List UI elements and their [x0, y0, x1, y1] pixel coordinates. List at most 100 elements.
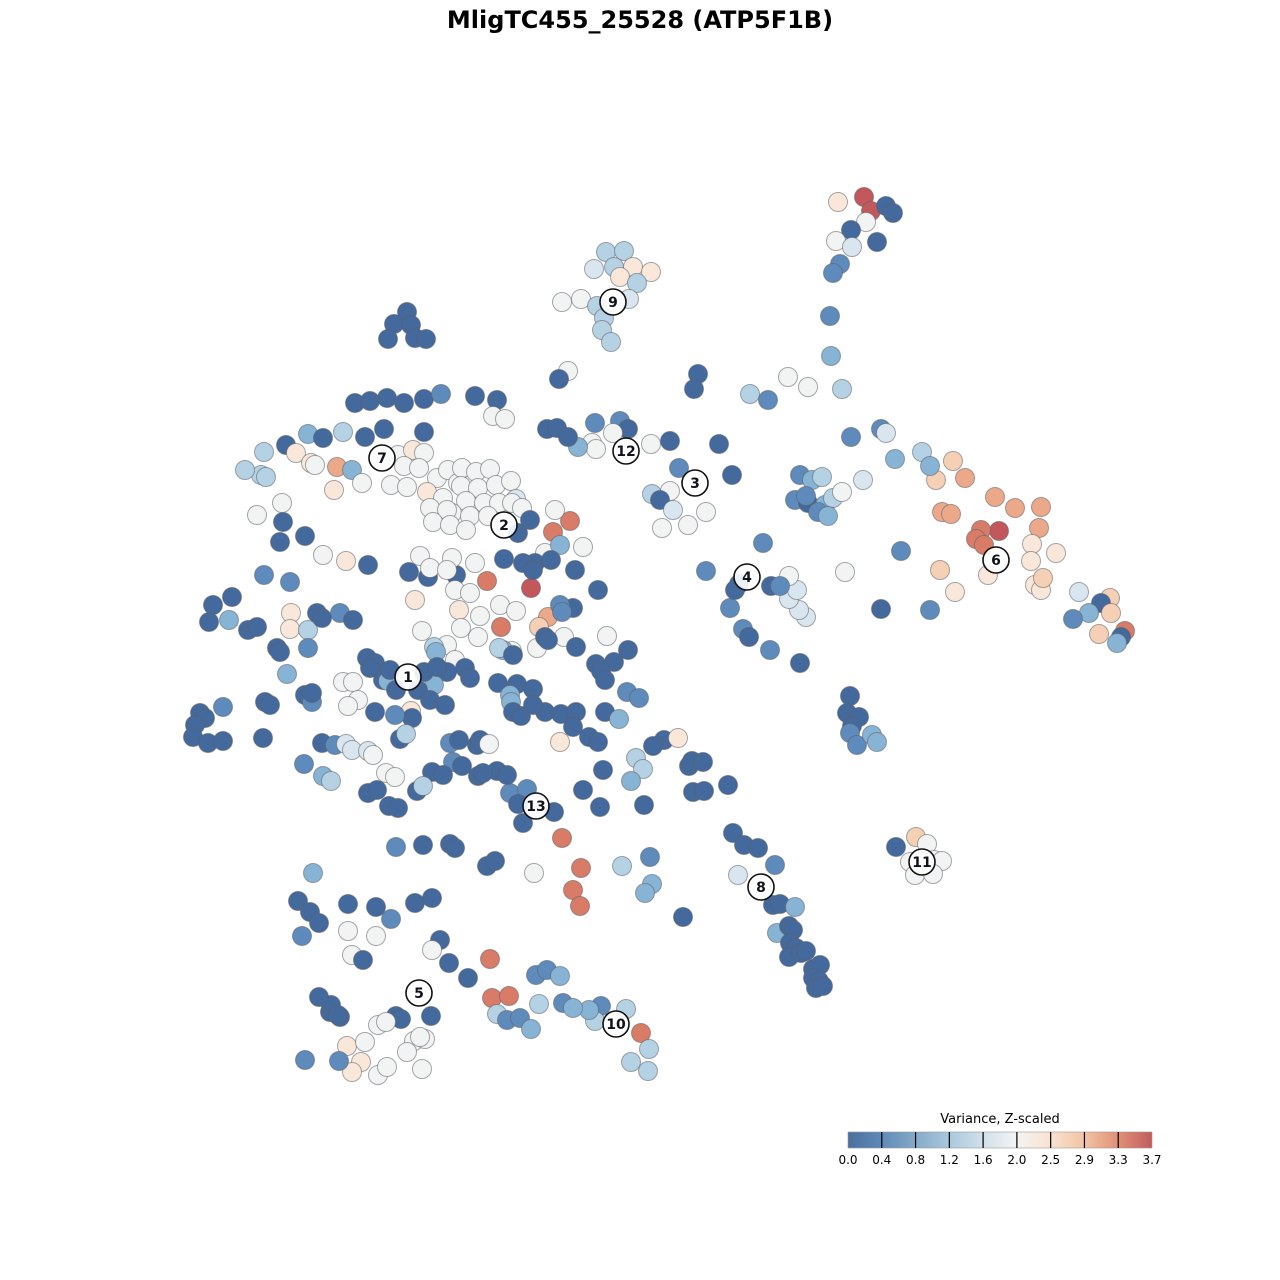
- data-point: [520, 510, 540, 530]
- data-point: [376, 1012, 396, 1032]
- data-point: [358, 555, 378, 575]
- data-point: [739, 627, 759, 647]
- data-point: [552, 602, 572, 622]
- data-point: [629, 688, 649, 708]
- data-point: [573, 780, 593, 800]
- data-point: [586, 439, 606, 459]
- data-point: [313, 428, 333, 448]
- data-point: [841, 427, 861, 447]
- data-point: [1005, 498, 1025, 518]
- data-point: [678, 515, 698, 535]
- data-point: [521, 1019, 541, 1039]
- cluster-label-circle: [522, 792, 550, 820]
- data-point: [590, 797, 610, 817]
- data-point: [199, 612, 219, 632]
- data-point: [728, 865, 748, 885]
- cluster-label-number: 5: [414, 986, 424, 1002]
- data-point: [513, 813, 533, 833]
- data-point: [355, 427, 375, 447]
- data-point: [550, 535, 570, 555]
- data-point: [309, 987, 329, 1007]
- data-point: [621, 771, 641, 791]
- data-point: [494, 549, 514, 569]
- data-point: [414, 389, 434, 409]
- data-point: [452, 756, 472, 776]
- legend: Variance, Z-scaled 0.0 0.4 0.8 1.2 1.6 2.0 2.5…: [838, 1112, 1161, 1167]
- data-point: [437, 560, 457, 580]
- cluster-label-circle: [733, 563, 761, 591]
- data-point: [1022, 534, 1042, 554]
- data-point: [1021, 551, 1041, 571]
- data-point: [397, 1042, 417, 1062]
- data-point: [303, 863, 323, 883]
- data-point: [663, 500, 683, 520]
- data-point: [820, 306, 840, 326]
- data-point: [203, 595, 223, 615]
- data-point: [652, 518, 672, 538]
- data-point: [286, 443, 306, 463]
- data-point: [473, 763, 493, 783]
- data-point: [920, 600, 940, 620]
- data-point: [313, 545, 333, 565]
- data-point: [328, 1005, 348, 1025]
- data-point: [439, 953, 459, 973]
- data-point: [694, 781, 714, 801]
- data-point: [718, 775, 738, 795]
- data-point: [609, 709, 629, 729]
- cluster-label-number: 6: [991, 553, 1001, 569]
- data-point: [213, 697, 233, 717]
- data-point: [832, 379, 852, 399]
- cluster-label-circle: [599, 288, 627, 316]
- data-point: [669, 458, 689, 478]
- colorbar-tick-label: 1.2: [940, 1153, 959, 1167]
- data-point: [1031, 497, 1051, 517]
- cluster-label-circle: [602, 1010, 630, 1038]
- data-point: [853, 470, 873, 490]
- data-point: [254, 565, 274, 585]
- cluster-label-number: 13: [526, 799, 545, 815]
- data-point: [785, 897, 805, 917]
- cluster-label-circle: [405, 979, 433, 1007]
- data-point: [468, 627, 488, 647]
- data-point: [541, 550, 561, 570]
- data-point: [720, 598, 740, 618]
- data-point: [740, 384, 760, 404]
- data-point: [397, 477, 417, 497]
- data-point: [813, 976, 833, 996]
- data-point: [631, 1023, 651, 1043]
- data-point: [253, 728, 273, 748]
- data-point: [363, 745, 383, 765]
- data-point: [693, 752, 713, 772]
- data-point: [835, 562, 855, 582]
- colorbar-tick-label: 1.6: [974, 1153, 993, 1167]
- data-point: [377, 388, 397, 408]
- data-point: [618, 640, 638, 660]
- data-point: [355, 1032, 375, 1052]
- data-point: [610, 267, 630, 287]
- data-point: [385, 767, 405, 787]
- data-point: [627, 273, 647, 293]
- data-point: [790, 653, 810, 673]
- data-point: [818, 506, 838, 526]
- data-point: [420, 558, 440, 578]
- data-point: [588, 732, 608, 752]
- data-point: [277, 664, 297, 684]
- data-point: [381, 909, 401, 929]
- data-point: [550, 966, 570, 986]
- data-point: [930, 560, 950, 580]
- data-point: [521, 578, 541, 598]
- data-point: [495, 409, 515, 429]
- colorbar: [847, 1131, 1153, 1149]
- data-point: [360, 658, 380, 678]
- data-point: [460, 583, 480, 603]
- data-point: [886, 837, 906, 857]
- data-point: [365, 702, 385, 722]
- data-point: [421, 1006, 441, 1026]
- data-point: [273, 512, 293, 532]
- colorbar-tick-label: 3.3: [1109, 1153, 1128, 1167]
- data-point: [416, 329, 436, 349]
- data-point: [254, 442, 274, 462]
- data-point: [1107, 633, 1127, 653]
- data-point: [480, 949, 500, 969]
